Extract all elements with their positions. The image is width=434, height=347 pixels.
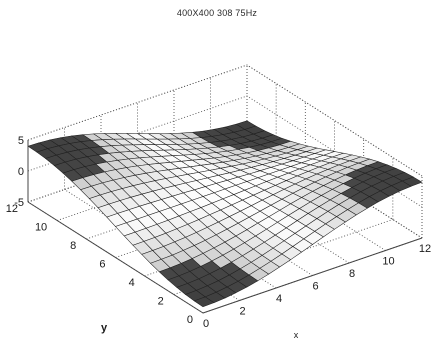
x-tick-label: 6 [312,281,318,293]
x-tick-label: 0 [203,318,209,330]
y-tick-label: 12 [6,203,18,215]
y-tick-label: 2 [158,296,164,308]
grid-line-z [27,64,423,177]
y-tick-label: 8 [70,240,76,252]
x-tick-label: 4 [276,293,282,305]
y-axis-label: y [101,322,108,334]
x-axis-line [202,237,423,314]
z-tick-label: -5 [14,197,24,209]
surface-patch [193,296,215,308]
x-tick-label: 2 [239,306,245,318]
y-axis-line [27,201,204,314]
y-tick-label: 10 [35,222,47,234]
grid-line-y-floor [173,219,393,295]
x-axis-label: x [294,330,299,340]
chart-title: 400X400 308 75Hz [177,8,258,18]
surface-mesh [27,120,423,308]
y-tick-label: 6 [99,259,105,271]
x-tick-label: 10 [382,256,394,268]
y-tick-label: 4 [129,277,135,289]
y-tick-label: 0 [187,314,193,326]
z-tick-label: 0 [18,166,24,178]
box-edge-back-top [27,64,248,141]
x-tick-label: 12 [419,243,431,255]
z-tick-label: 5 [18,135,24,147]
axes-box-front [27,140,423,314]
x-tick-label: 8 [349,268,355,280]
